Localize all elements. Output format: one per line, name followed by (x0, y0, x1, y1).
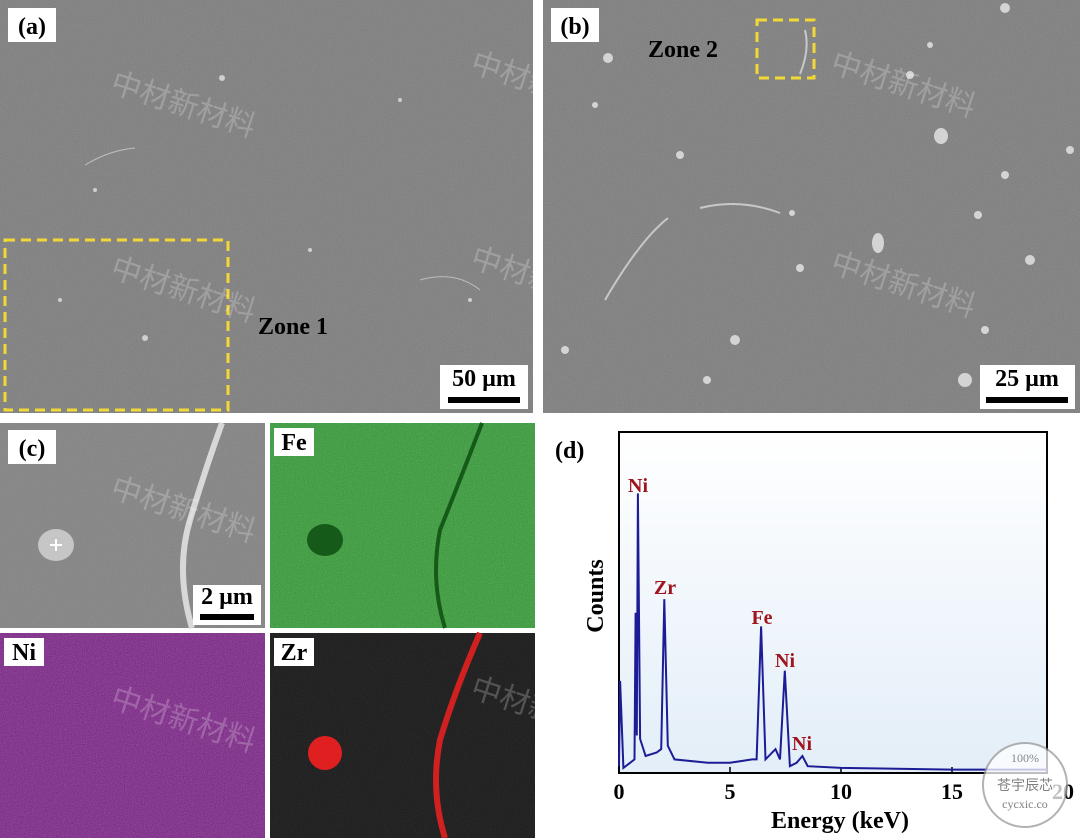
stamp-name: 苍宇辰芯 (997, 778, 1053, 794)
panel-label: (c) (19, 436, 46, 462)
panel-label: (a) (18, 14, 46, 40)
y-axis-label: Counts (583, 559, 609, 632)
panel-d: (d) Energy (keV) Counts Ni Zr Fe Ni Ni 0… (555, 431, 1074, 834)
map-label: Ni (12, 640, 36, 666)
x-axis-label: Energy (keV) (771, 808, 909, 834)
panel-c: (c) 2 µm Fe Ni Zr 中材新材料 中材新材料 中材新材料 (0, 421, 620, 838)
peak-labels: Ni Zr Fe Ni Ni (628, 475, 812, 755)
panel-label: (d) (555, 438, 584, 464)
scale-bar (986, 397, 1068, 403)
x-tick-label: 0 (614, 779, 625, 804)
zr-rich-particle (308, 736, 342, 770)
grain-boundary (84, 147, 481, 291)
map-label: Zr (281, 640, 308, 666)
map-texture (270, 423, 535, 628)
label-box (8, 8, 56, 42)
x-tick-label: 10 (830, 779, 852, 804)
precipitates (58, 75, 472, 341)
map-texture (0, 633, 265, 838)
panel-b: (b) Zone 2 25 µm 中材新材料 中材新材料 (543, 0, 1080, 413)
label-box (4, 638, 44, 666)
peak-label: Zr (654, 577, 676, 599)
point-marker (50, 539, 62, 551)
stamp-site: cycxic.co (1002, 797, 1048, 811)
label-box (274, 428, 314, 456)
scale-bar-label: 2 µm (201, 584, 253, 610)
x-tick-label: 5 (725, 779, 736, 804)
plot-area (618, 431, 1048, 774)
zone-box (755, 18, 816, 80)
sem-texture (543, 0, 1080, 413)
label-box (8, 430, 56, 464)
grain-boundary (179, 421, 225, 629)
x-tick-label: 15 (941, 779, 963, 804)
zr-rich-boundary (433, 631, 483, 838)
scale-bar-label: 25 µm (995, 366, 1059, 392)
peak-label: Ni (775, 650, 795, 672)
stamp-percent: 100% (1011, 751, 1039, 765)
scale-bar (448, 397, 520, 403)
sem-texture (0, 0, 533, 413)
peak-label: Ni (792, 733, 812, 755)
peak-label: Fe (751, 607, 772, 629)
grain-boundary (604, 29, 808, 301)
precipitates (561, 3, 1074, 387)
scale-bar (200, 614, 254, 620)
label-box (274, 638, 314, 666)
map-texture (270, 633, 535, 838)
depleted-region (307, 524, 343, 556)
peak-label: Ni (628, 475, 648, 497)
depleted-boundary (434, 422, 484, 629)
panel-a: (a) Zone 1 50 µm 中材新材料 中材新材料 中材新材料 中材新材料 (0, 0, 620, 413)
spectrum-line (618, 493, 1048, 771)
scale-bar-label: 50 µm (452, 366, 516, 392)
label-box (551, 8, 599, 42)
zone-label: Zone 1 (258, 314, 328, 340)
map-label: Fe (281, 430, 307, 456)
zone-label: Zone 2 (648, 37, 718, 63)
stamp-circle (982, 742, 1068, 828)
panel-label: (b) (560, 14, 589, 40)
stamp: 100% 苍宇辰芯 cycxic.co (982, 742, 1068, 828)
zone-box (3, 238, 230, 412)
